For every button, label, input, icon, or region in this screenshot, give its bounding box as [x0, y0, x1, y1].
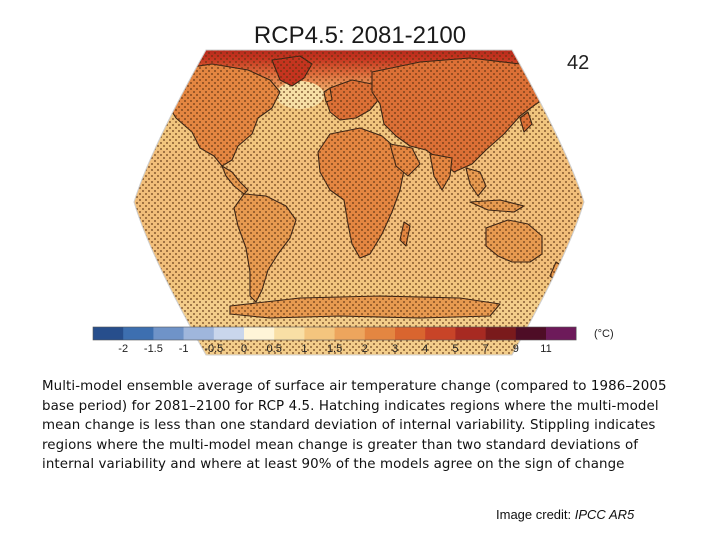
colorbar-swatch: [183, 327, 215, 340]
model-count: 42: [567, 52, 590, 74]
colorbar-tick-label: -2: [118, 343, 128, 355]
colorbar-swatch: [123, 327, 154, 340]
colorbar-tick-label: 11: [540, 343, 551, 355]
colorbar-swatch: [93, 327, 124, 340]
colorbar-frame: [92, 326, 577, 341]
colorbar-tick-label: 0: [241, 343, 247, 355]
credit-source: IPCC AR5: [574, 507, 635, 522]
colorbar-swatch: [515, 327, 547, 340]
colorbar-tick-label: 9: [513, 343, 519, 355]
colorbar-tick-label: 4: [422, 343, 428, 355]
colorbar-swatch: [304, 327, 335, 340]
credit-prefix: Image credit:: [496, 507, 575, 522]
temperature-map-figure: -2 -1.5 -1 -0.5 0 0.5 1 1.5 2 3 4 5 7 9 11 (°C): [92, 49, 614, 356]
colorbar-tick-label: -1.5: [144, 343, 163, 355]
colorbar-tick-label: 1: [301, 343, 307, 355]
figure-caption: Multi-model ensemble average of surface …: [42, 379, 667, 473]
map-frame: [133, 49, 585, 356]
map-canvas: [134, 50, 584, 355]
colorbar-swatch: [334, 327, 366, 340]
colorbar-tick-label: -1: [179, 343, 189, 355]
image-credit: Image credit: IPCC AR5: [496, 507, 634, 522]
colorbar-swatch: [153, 327, 184, 340]
colorbar-swatch: [546, 327, 577, 340]
map-title: RCP4.5: 2081-2100: [253, 22, 467, 49]
colorbar-swatch: [274, 327, 305, 340]
colorbar-swatch: [485, 327, 517, 340]
stippling-overlay: [134, 50, 584, 355]
colorbar-tick-label: 7: [483, 343, 489, 355]
colorbar-tick-label: 3: [392, 343, 398, 355]
colorbar-swatch: [455, 327, 486, 340]
colorbar-tick-label: 1.5: [327, 343, 342, 355]
colorbar-tick-label: 2: [362, 343, 368, 355]
colorbar-tick-label: 0.5: [267, 343, 282, 355]
colorbar-tick-label: 5: [452, 343, 458, 355]
colorbar-swatch: [244, 327, 275, 340]
colorbar-tick-label: -0.5: [204, 343, 223, 355]
colorbar-swatch: [364, 327, 396, 340]
colorbar-swatch: [213, 327, 245, 340]
colorbar: -2 -1.5 -1 -0.5 0 0.5 1 1.5 2 3 4 5 7 9 11: [92, 326, 577, 355]
colorbar-swatch: [425, 327, 456, 340]
colorbar-unit-label: (°C): [594, 328, 614, 340]
colorbar-swatch: [395, 327, 426, 340]
